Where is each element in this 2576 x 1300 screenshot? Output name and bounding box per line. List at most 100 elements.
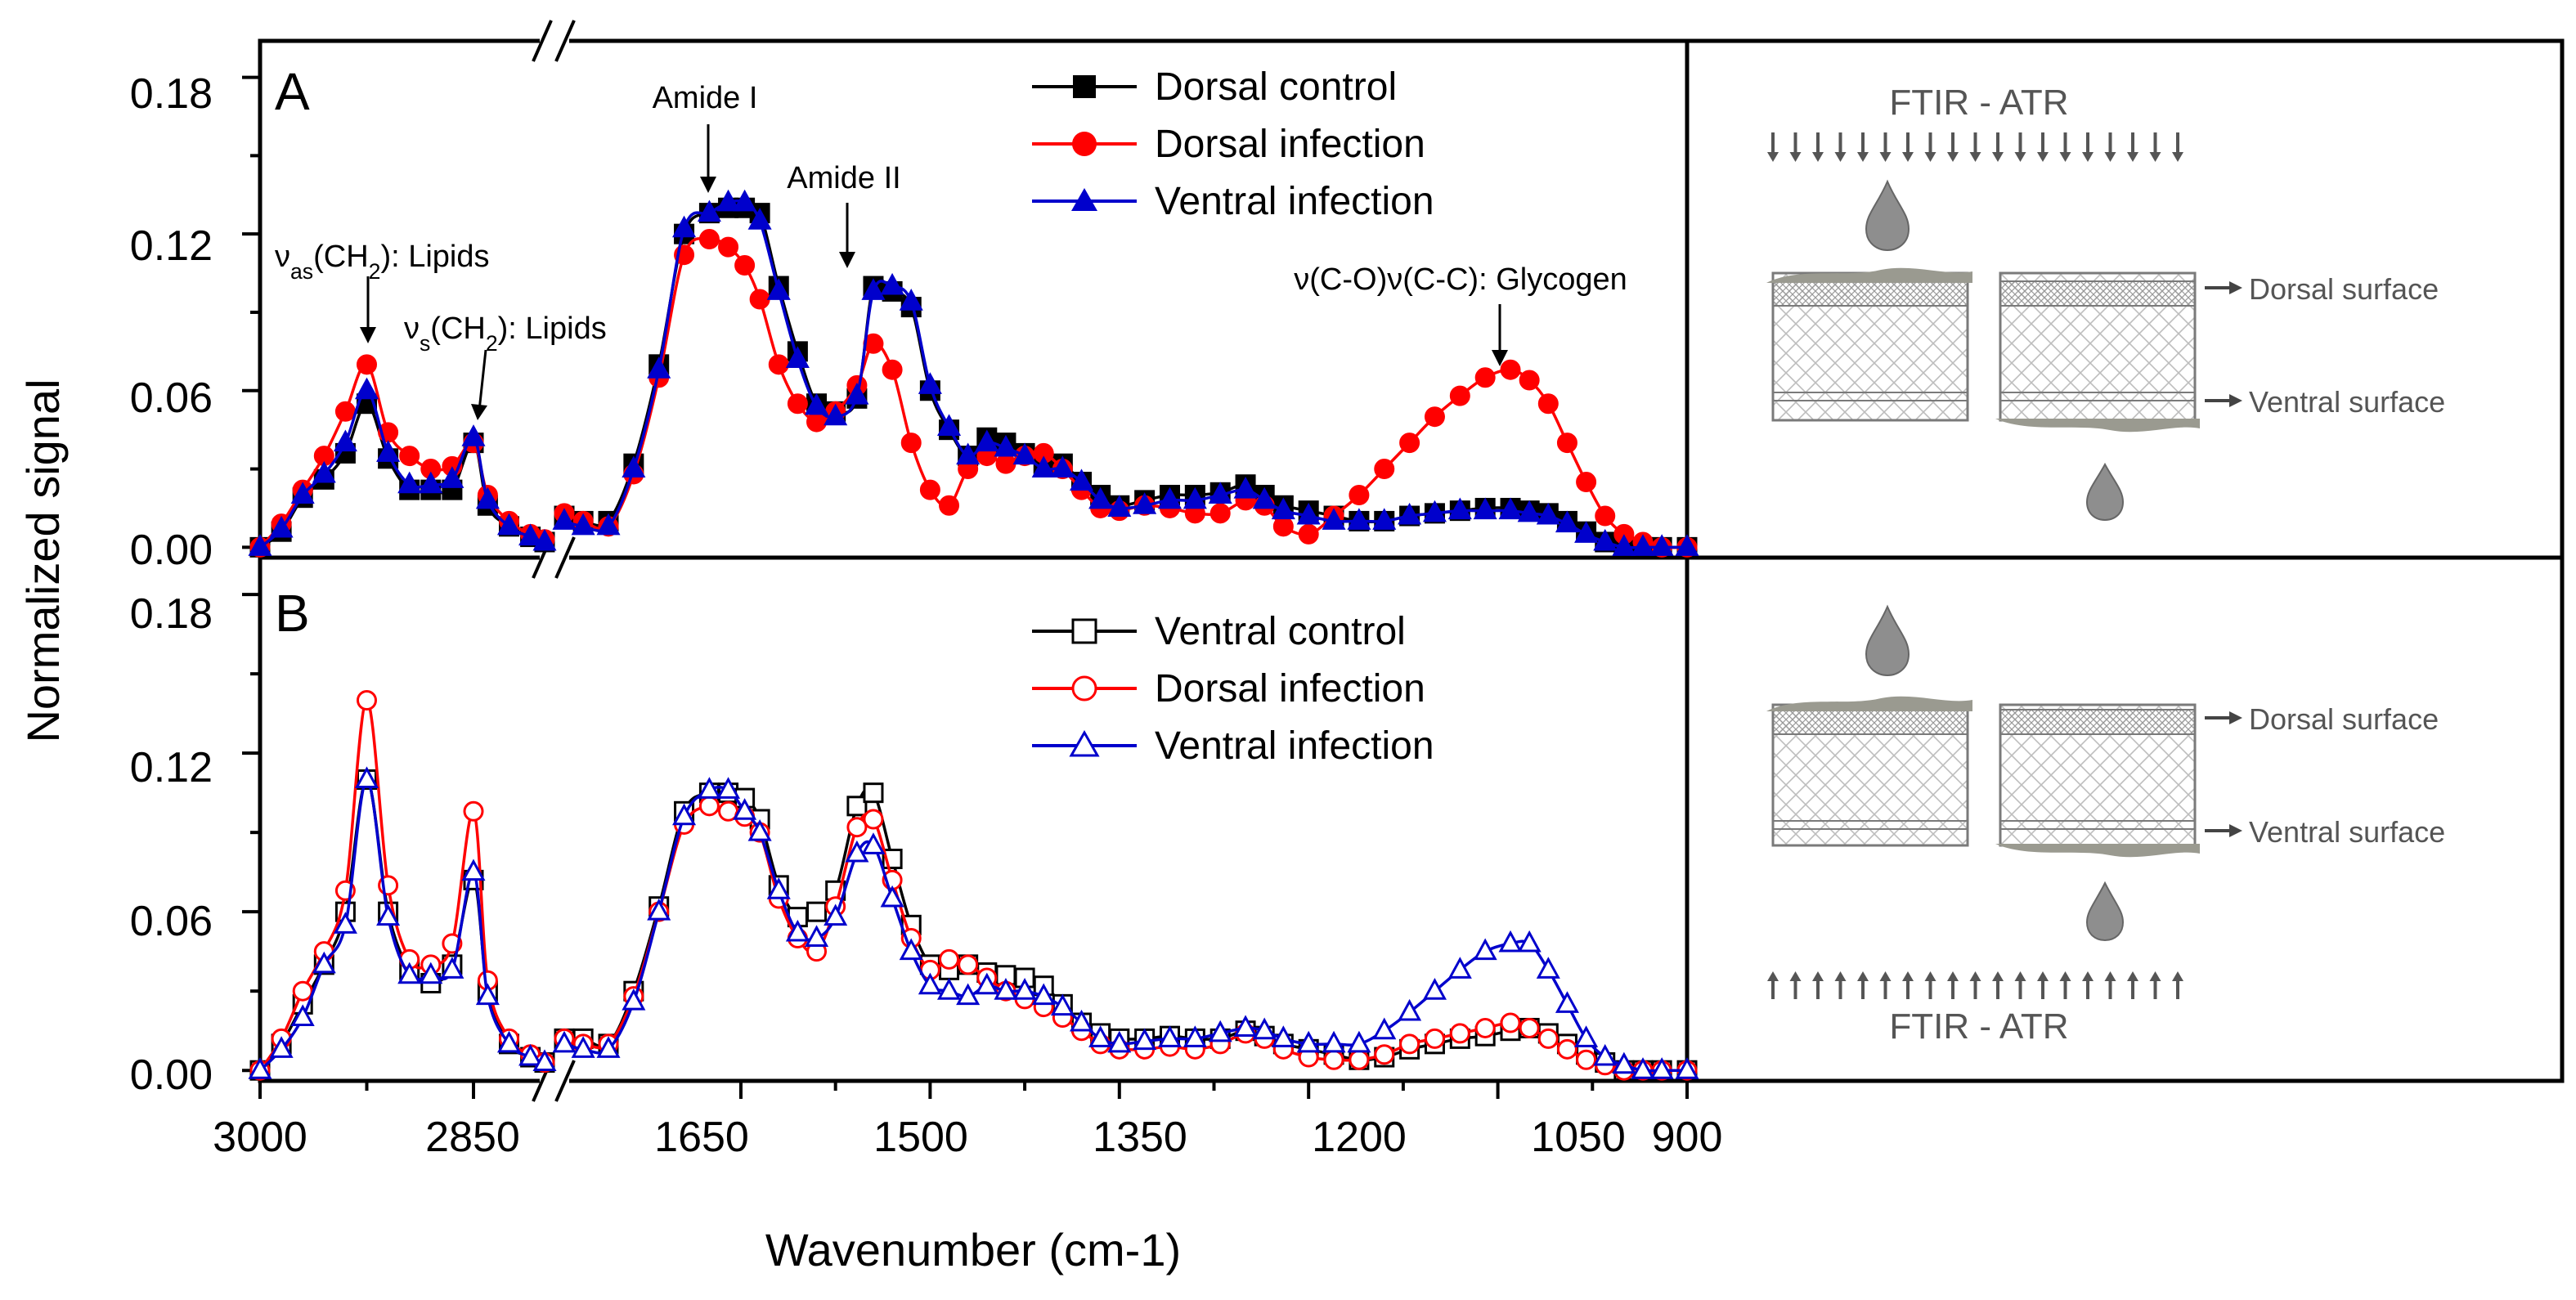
data-point [806,411,828,433]
arrow-head-icon [2149,971,2161,981]
panel-a-y-tick-labels: 0.18 0.12 0.06 0.00 [130,70,213,574]
arrow-head-icon [1924,971,1936,981]
y-tick-label: 0.00 [130,1051,213,1099]
legend-label: Dorsal control [1155,65,1397,109]
data-point [596,1036,621,1058]
arrow-head-icon [1947,971,1959,981]
data-point [749,289,770,310]
y-tick-label: 0.00 [130,527,213,574]
data-point [1298,523,1319,545]
data-point [397,962,422,984]
y-tick-label: 0.12 [130,744,213,791]
data-point [697,199,721,222]
data-point [1107,1030,1132,1053]
data-point [766,278,791,300]
data-point [1374,459,1395,480]
data-point [1107,495,1132,517]
data-point [475,983,500,1006]
data-point [768,354,789,375]
dorsal-layer [1772,709,1968,735]
panel-label-a: A [275,62,310,121]
data-point [846,817,868,838]
x-tick-label: 1200 [1312,1114,1407,1161]
y-tick-label: 0.18 [130,590,213,638]
data-point [975,429,999,452]
schematic-top: FTIR - ATR Dorsal surface Ventral surfac… [1766,83,2445,522]
data-point [1556,1038,1577,1060]
legend-label: Ventral infection [1155,724,1434,768]
data-point [1271,1025,1295,1047]
data-point [1069,1009,1094,1032]
data-point [461,424,486,446]
data-point [1372,1017,1397,1040]
ventral-surface-label: Ventral surface [2249,385,2445,419]
data-point [1649,534,1674,556]
data-point [846,796,868,817]
arrow-head-icon [2059,152,2071,162]
legend-marker [1071,675,1097,702]
arrow-head-icon [2127,971,2138,981]
arrow-head-icon [2014,152,2026,162]
data-point [1473,497,1497,520]
data-point [1399,1033,1420,1055]
data-point [845,840,869,863]
biofilm-bottom [1995,844,2200,858]
axis-break-top [532,20,576,62]
arrow-head-icon [1924,152,1936,162]
data-point [958,954,979,975]
arrow-head-icon [2037,971,2049,981]
arrow-head-icon [1902,971,1914,981]
data-point [1474,367,1496,388]
dorsal-layer [1999,280,2196,307]
data-point [496,1030,522,1053]
data-point [1133,492,1157,514]
data-point [1233,476,1258,499]
annotation-nuas-ch2: νas(CH2): Lipids [275,240,490,343]
data-point [1349,484,1370,505]
panel-a-frame [258,38,1690,560]
data-point [354,377,379,400]
annotation-glycogen: ν(C-O)ν(C-C): Glycogen [1294,262,1627,366]
legend-item: Dorsal control [1032,65,1397,109]
arrow-head-icon [2149,152,2161,162]
data-point [1349,1049,1370,1070]
data-point [1612,1051,1636,1074]
data-point [733,189,757,212]
arrow-row-down-icon [1767,132,2183,162]
data-point [863,782,884,804]
legend-marker [1069,729,1100,757]
data-point [1347,1030,1371,1053]
annotation-label: νs(CH2): Lipids [404,312,607,356]
data-point [1398,998,1422,1021]
arrow-head-icon [1969,971,1981,981]
data-point [397,471,422,494]
y-tick-label: 0.18 [130,70,213,118]
data-point [1649,1057,1674,1079]
arrow-head-icon [2172,971,2183,981]
data-point [333,912,357,934]
x-axis-title: Wavenumber (cm-1) [765,1224,1181,1275]
data-point [357,689,377,711]
arrow-head-icon [1857,971,1869,981]
data-point [354,766,379,788]
data-point [861,278,886,300]
annotation-label: Amide II [787,161,900,195]
arrow-head-icon [1947,152,1959,162]
legend-item: Ventral infection [1032,724,1434,768]
data-point [747,819,772,841]
data-point [1449,385,1470,406]
biofilm-top [1766,267,1972,283]
data-point [956,442,981,465]
arrow-head-icon [1879,152,1892,162]
x-tick-label: 2850 [425,1114,520,1161]
data-point [1088,486,1113,509]
data-point [292,980,313,1002]
data-point [975,972,999,995]
data-point [806,901,828,922]
y-tick-label: 0.06 [130,374,213,422]
y-tick-label: 0.06 [130,898,213,945]
data-point [1519,370,1540,391]
data-point [1183,1025,1207,1047]
legend-item: Dorsal infection [1032,123,1425,166]
